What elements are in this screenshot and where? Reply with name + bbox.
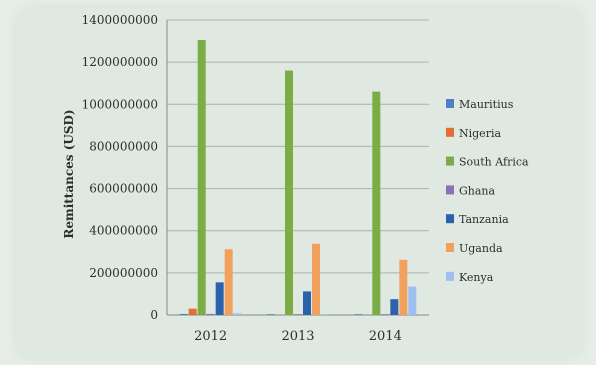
axes: 0 200000000 400000000 600000000 800000000 100… bbox=[82, 13, 402, 344]
y-tick-label: 1000000000 bbox=[82, 97, 158, 111]
y-tick-label: 600000000 bbox=[89, 182, 158, 196]
legend-label: Mauritius bbox=[459, 98, 514, 111]
legend-swatch-ghana bbox=[446, 185, 454, 195]
legend-label: Ghana bbox=[459, 184, 496, 197]
legend-label: Uganda bbox=[459, 242, 503, 255]
y-tick-label: 1400000000 bbox=[82, 13, 158, 27]
legend: Mauritius Nigeria South Africa Ghana Tanzani… bbox=[446, 98, 529, 284]
bar-kenya-2012 bbox=[233, 313, 242, 315]
bar-mauritius-2013 bbox=[267, 314, 275, 315]
bar-mauritius-2012 bbox=[179, 313, 188, 315]
bar-south-africa-2013 bbox=[285, 70, 293, 315]
bar-uganda-2012 bbox=[224, 249, 233, 315]
bar-tanzania-2013 bbox=[303, 291, 311, 315]
bar-kenya-2013 bbox=[321, 314, 329, 315]
legend-label: South Africa bbox=[459, 156, 529, 169]
legend-swatch-tanzania bbox=[446, 214, 454, 224]
bar-uganda-2013 bbox=[312, 243, 320, 315]
bar-ghana-2014 bbox=[381, 314, 390, 315]
y-tick-label: 400000000 bbox=[89, 224, 158, 238]
y-tick-label: 1200000000 bbox=[82, 55, 158, 69]
legend-swatch-south-africa bbox=[446, 156, 454, 166]
legend-label: Tanzania bbox=[459, 213, 509, 226]
y-tick-label: 200000000 bbox=[89, 266, 158, 280]
bar-ghana-2012 bbox=[206, 313, 215, 315]
bar-south-africa-2012 bbox=[197, 40, 206, 316]
y-tick-label: 0 bbox=[150, 308, 158, 322]
x-tick-label: 2012 bbox=[194, 329, 227, 344]
x-tick-label: 2013 bbox=[281, 329, 314, 344]
bars bbox=[179, 40, 417, 316]
legend-label: Kenya bbox=[459, 271, 494, 284]
bar-uganda-2014 bbox=[399, 259, 408, 315]
remittances-bar-chart: 0 200000000 400000000 600000000 800000000 100… bbox=[62, 13, 529, 344]
bar-tanzania-2012 bbox=[215, 282, 224, 315]
bar-kenya-2014 bbox=[408, 286, 417, 315]
bar-south-africa-2014 bbox=[372, 91, 381, 316]
y-axis-label: Remittances (USD) bbox=[62, 109, 76, 238]
bar-nigeria-2012 bbox=[188, 308, 197, 315]
legend-label: Nigeria bbox=[459, 127, 501, 140]
chart-panel: 0 200000000 400000000 600000000 800000000 100… bbox=[16, 8, 582, 357]
legend-swatch-kenya bbox=[446, 271, 454, 281]
legend-swatch-nigeria bbox=[446, 127, 454, 137]
bar-mauritius-2014 bbox=[354, 314, 363, 315]
bar-ghana-2013 bbox=[294, 314, 302, 315]
gridlines bbox=[167, 19, 429, 316]
legend-swatch-mauritius bbox=[446, 99, 454, 108]
bar-tanzania-2014 bbox=[390, 299, 399, 315]
x-tick-label: 2014 bbox=[369, 329, 402, 344]
legend-swatch-uganda bbox=[446, 243, 454, 252]
y-tick-label: 800000000 bbox=[89, 139, 158, 153]
